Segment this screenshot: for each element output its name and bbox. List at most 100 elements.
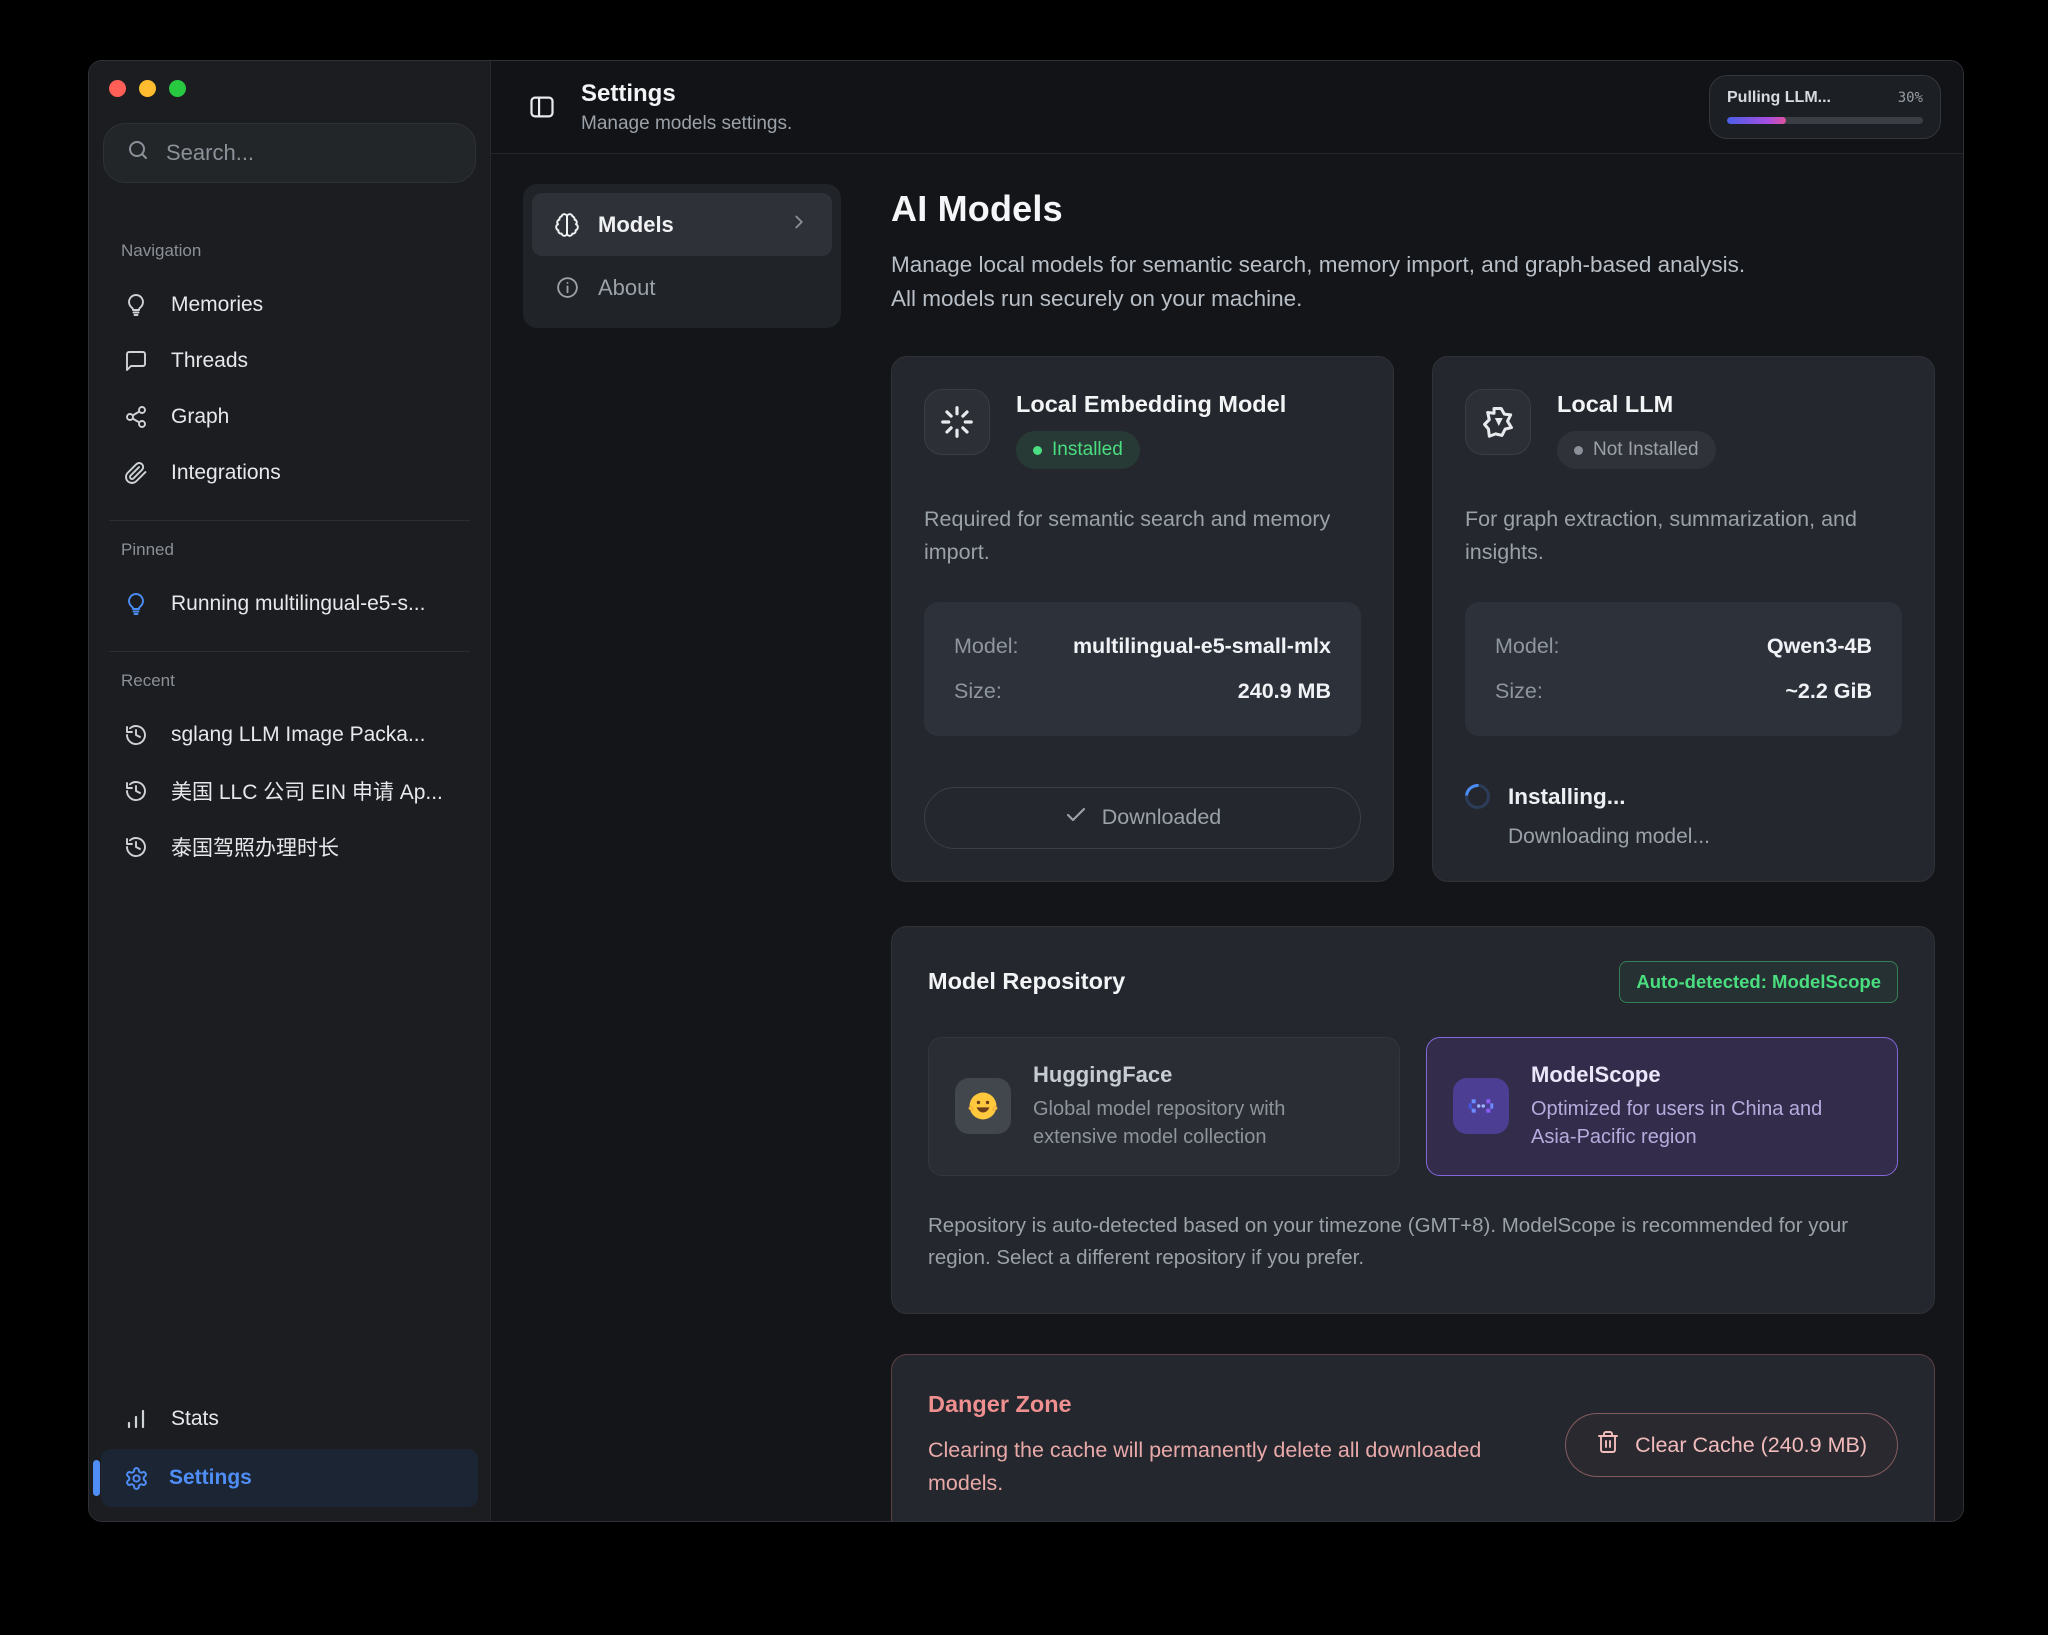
install-status-subtitle: Downloading model... <box>1508 824 1710 848</box>
size-label: Size: <box>954 678 1002 703</box>
qwen-logo-icon <box>1465 389 1531 456</box>
sidebar-item-label: Settings <box>169 1466 252 1489</box>
pinned-item-label: Running multilingual-e5-s... <box>171 592 426 615</box>
model-value: Qwen3-4B <box>1766 633 1872 658</box>
app-window: Search... Navigation Memories Threads <box>88 60 1964 1522</box>
downloaded-button-label: Downloaded <box>1101 805 1222 830</box>
topbar-titles: Settings Manage models settings. <box>581 80 792 135</box>
danger-zone-description: Clearing the cache will permanently dele… <box>928 1438 1482 1495</box>
repo-option-name: HuggingFace <box>1033 1061 1173 1087</box>
progress-label: Pulling LLM... <box>1727 89 1831 106</box>
zoom-window-button[interactable] <box>169 80 186 97</box>
sidebar-item-settings-active[interactable]: Settings <box>93 1449 478 1507</box>
model-row: Model: Qwen3-4B <box>1495 624 1872 669</box>
recent-section: Recent sglang LLM Image Packa... 美国 LLC … <box>89 671 490 875</box>
installed-badge: Installed <box>1016 431 1140 470</box>
main-area: Settings Manage models settings. Pulling… <box>491 61 1963 1521</box>
install-status: Installing... Downloading model... <box>1459 779 1902 849</box>
trash-icon <box>1596 1430 1620 1460</box>
chevron-right-icon <box>788 211 810 239</box>
sidebar-item-stats[interactable]: Stats <box>89 1391 490 1447</box>
navigation-section: Navigation Memories Threads Graph <box>89 241 490 501</box>
sidebar-item-memories[interactable]: Memories <box>89 277 490 333</box>
gear-icon <box>123 1465 149 1491</box>
settings-subnav: Models About <box>523 184 841 328</box>
search-icon <box>126 138 150 168</box>
info-icon <box>554 275 580 301</box>
recent-item[interactable]: 泰国驾照办理时长 <box>89 819 490 875</box>
models-page: AI Models Manage local models for semant… <box>891 184 1935 1521</box>
clear-cache-button-label: Clear Cache (240.9 MB) <box>1635 1432 1867 1457</box>
top-bar: Settings Manage models settings. Pulling… <box>491 61 1963 154</box>
sidebar-item-label: Graph <box>171 405 230 428</box>
sidebar-item-graph[interactable]: Graph <box>89 389 490 445</box>
clear-cache-button[interactable]: Clear Cache (240.9 MB) <box>1565 1413 1898 1478</box>
auto-detected-badge: Auto-detected: ModelScope <box>1619 960 1898 1003</box>
downloaded-button[interactable]: Downloaded <box>924 786 1361 849</box>
sidebar-item-label: Integrations <box>171 461 281 484</box>
lightbulb-icon <box>123 292 149 318</box>
sidebar-item-label: Stats <box>171 1407 219 1430</box>
danger-zone-text: Danger Zone Clearing the cache will perm… <box>928 1391 1525 1499</box>
subnav-item-models[interactable]: Models <box>532 193 832 256</box>
page-description: Manage local models for semantic search,… <box>891 248 1935 316</box>
card-title: Local Embedding Model <box>1016 391 1287 418</box>
recent-item-label: 泰国驾照办理时长 <box>171 837 339 860</box>
repo-option-description: Optimized for users in China and Asia-Pa… <box>1531 1097 1823 1148</box>
install-status-title: Installing... <box>1508 783 1626 809</box>
subnav-item-label: About <box>598 274 656 300</box>
sidebar-bottom: Stats Settings <box>89 1391 490 1515</box>
repository-options: HuggingFace Global model repository with… <box>928 1036 1898 1176</box>
settings-content: Models About AI Models Manage local mode… <box>491 154 1963 1521</box>
minimize-window-button[interactable] <box>139 80 156 97</box>
sidebar-item-label: Memories <box>171 293 264 316</box>
loading-spinner-icon <box>1459 779 1496 815</box>
size-row: Size: 240.9 MB <box>954 669 1331 714</box>
status-dot <box>1574 445 1583 455</box>
search-input[interactable]: Search... <box>103 123 476 183</box>
card-title: Local LLM <box>1557 391 1674 418</box>
check-icon <box>1064 803 1088 833</box>
model-cards: Local Embedding Model Installed Required… <box>891 356 1935 882</box>
progress-percent: 30% <box>1897 90 1923 106</box>
close-window-button[interactable] <box>109 80 126 97</box>
repository-title: Model Repository <box>928 968 1126 995</box>
recent-label: Recent <box>121 671 175 690</box>
recent-item[interactable]: sglang LLM Image Packa... <box>89 707 490 763</box>
sidebar-divider <box>109 520 470 521</box>
active-indicator <box>93 1460 100 1496</box>
danger-zone-title: Danger Zone <box>928 1391 1072 1418</box>
not-installed-badge: Not Installed <box>1557 431 1716 470</box>
loader-spinner-icon <box>924 389 990 456</box>
page-description-line1: Manage local models for semantic search,… <box>891 252 1746 277</box>
recent-item-label: sglang LLM Image Packa... <box>171 723 426 746</box>
sidebar: Search... Navigation Memories Threads <box>89 61 491 1521</box>
huggingface-icon <box>955 1078 1011 1135</box>
danger-zone-card: Danger Zone Clearing the cache will perm… <box>891 1354 1935 1521</box>
history-icon <box>123 722 149 748</box>
pinned-section: Pinned Running multilingual-e5-s... <box>89 540 490 632</box>
embedding-model-card: Local Embedding Model Installed Required… <box>891 356 1394 882</box>
paperclip-icon <box>123 460 149 486</box>
size-label: Size: <box>1495 678 1543 703</box>
sidebar-toggle-icon[interactable] <box>527 93 557 121</box>
search-placeholder: Search... <box>166 140 255 165</box>
sidebar-item-label: Threads <box>171 349 249 372</box>
pinned-item-running-model[interactable]: Running multilingual-e5-s... <box>89 576 490 632</box>
repo-option-description: Global model repository with extensive m… <box>1033 1097 1286 1148</box>
subnav-item-about[interactable]: About <box>532 256 832 319</box>
sidebar-item-integrations[interactable]: Integrations <box>89 445 490 501</box>
sidebar-item-threads[interactable]: Threads <box>89 333 490 389</box>
local-llm-card: Local LLM Not Installed For graph extrac… <box>1432 356 1935 882</box>
recent-item[interactable]: 美国 LLC 公司 EIN 申请 Ap... <box>89 763 490 819</box>
page-description-line2: All models run securely on your machine. <box>891 286 1303 312</box>
size-row: Size: ~2.2 GiB <box>1495 669 1872 714</box>
brain-icon <box>554 212 580 238</box>
page-header-subtitle: Manage models settings. <box>581 112 793 134</box>
size-value: 240.9 MB <box>1237 678 1331 703</box>
repo-option-modelscope[interactable]: ModelScope Optimized for users in China … <box>1426 1036 1898 1176</box>
pinned-label: Pinned <box>121 540 174 559</box>
progress-track <box>1727 117 1923 124</box>
model-label: Model: <box>954 633 1019 658</box>
repo-option-huggingface[interactable]: HuggingFace Global model repository with… <box>928 1036 1400 1176</box>
